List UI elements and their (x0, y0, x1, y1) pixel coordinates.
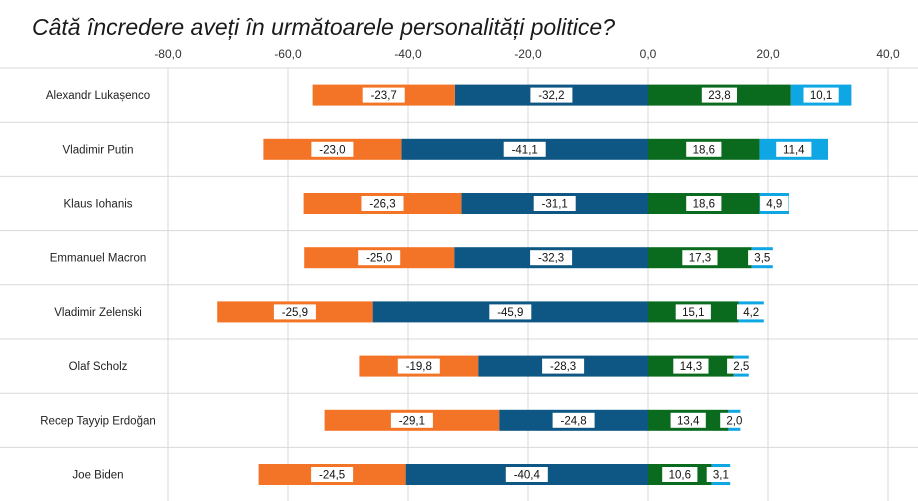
data-label-box (737, 304, 766, 320)
data-label-box (673, 358, 709, 374)
data-label: -23,0 (319, 144, 345, 156)
data-label-box (489, 304, 532, 320)
data-label-box (361, 196, 404, 211)
data-label-box (701, 87, 737, 103)
data-label-box (706, 467, 736, 482)
category-label: Joe Biden (72, 470, 123, 482)
data-label-box (533, 196, 576, 211)
data-label: 3,1 (713, 470, 729, 482)
x-axis-ticks: -80,0 -60,0 -40,0 -20,0 0,0 20,0 40,0 (154, 47, 900, 61)
data-label-box (552, 412, 595, 428)
data-label-box (675, 304, 711, 320)
gridlines (0, 67, 918, 501)
data-label-box (682, 250, 718, 266)
data-label: -40,4 (514, 470, 541, 482)
x-tick-label: -60,0 (274, 47, 302, 61)
chart-title: Câtă încredere aveți în următoarele pers… (32, 14, 615, 40)
data-label-box (727, 358, 756, 374)
data-label: 17,3 (689, 253, 711, 265)
data-label: -41,1 (512, 144, 538, 156)
data-labels: -32,2 -23,7 23,8 10,1 -41,1 -23,0 18,6 11,4 -31,… (273, 87, 839, 482)
data-label: -32,3 (538, 253, 564, 265)
data-label: 3,5 (754, 253, 770, 265)
data-label-box (776, 141, 812, 157)
x-tick-label: 0,0 (640, 47, 657, 61)
x-tick-label: 40,0 (876, 47, 900, 61)
data-label: -32,2 (538, 90, 564, 102)
data-label-box (397, 358, 440, 374)
data-label-box (358, 250, 401, 266)
data-label: 4,2 (743, 307, 759, 319)
data-label: -25,0 (366, 253, 392, 265)
data-label-box (662, 467, 698, 482)
data-label: -28,3 (550, 361, 576, 373)
data-label-box (505, 467, 548, 482)
data-label: -31,1 (542, 199, 568, 211)
data-label: -26,3 (369, 199, 395, 211)
data-label: 14,3 (680, 361, 702, 373)
category-label: Alexandr Lukașenco (46, 90, 150, 102)
data-label-box (542, 358, 585, 374)
data-label: 11,4 (783, 144, 805, 156)
data-label-box (686, 196, 722, 211)
data-label-box (311, 141, 354, 157)
data-label: 2,5 (733, 361, 749, 373)
category-labels: Alexandr Lukașenco Vladimir Putin Klaus Io… (40, 90, 156, 481)
data-label-box (760, 196, 789, 211)
data-label: -29,1 (399, 415, 425, 427)
data-label: 2,0 (726, 415, 742, 427)
data-label-box (273, 304, 316, 320)
data-label: 15,1 (682, 307, 704, 319)
data-label: 4,9 (766, 199, 782, 211)
data-label-box (530, 87, 573, 103)
x-tick-label: -20,0 (514, 47, 542, 61)
data-label: 10,6 (669, 470, 691, 482)
data-label: -25,9 (282, 307, 308, 319)
data-label: -24,5 (319, 470, 345, 482)
category-label: Olaf Scholz (69, 361, 128, 373)
data-label-box (686, 141, 722, 157)
data-label: -45,9 (497, 307, 523, 319)
data-label: 18,6 (693, 199, 715, 211)
category-label: Vladimir Zelenski (54, 307, 142, 319)
category-label: Klaus Iohanis (63, 199, 132, 211)
data-label-box (670, 412, 706, 428)
data-label: -19,8 (406, 361, 432, 373)
data-label-box (803, 87, 839, 103)
data-label-box (748, 250, 777, 266)
data-label: 23,8 (708, 90, 730, 102)
data-label-box (720, 412, 749, 428)
x-tick-label: -40,0 (394, 47, 422, 61)
data-label-box (390, 412, 433, 428)
data-label: -24,8 (560, 415, 586, 427)
data-label-box (530, 250, 573, 266)
category-label: Recep Tayyip Erdoğan (40, 415, 156, 427)
data-label-box (311, 467, 354, 482)
x-tick-label: -80,0 (154, 47, 182, 61)
category-label: Vladimir Putin (63, 144, 134, 156)
data-label: 13,4 (677, 415, 700, 427)
data-label: 18,6 (693, 144, 715, 156)
data-label-box (362, 87, 405, 103)
data-label-box (503, 141, 546, 157)
category-label: Emmanuel Macron (50, 253, 147, 265)
x-tick-label: 20,0 (756, 47, 780, 61)
data-label: 10,1 (810, 90, 832, 102)
data-label: -23,7 (371, 90, 397, 102)
